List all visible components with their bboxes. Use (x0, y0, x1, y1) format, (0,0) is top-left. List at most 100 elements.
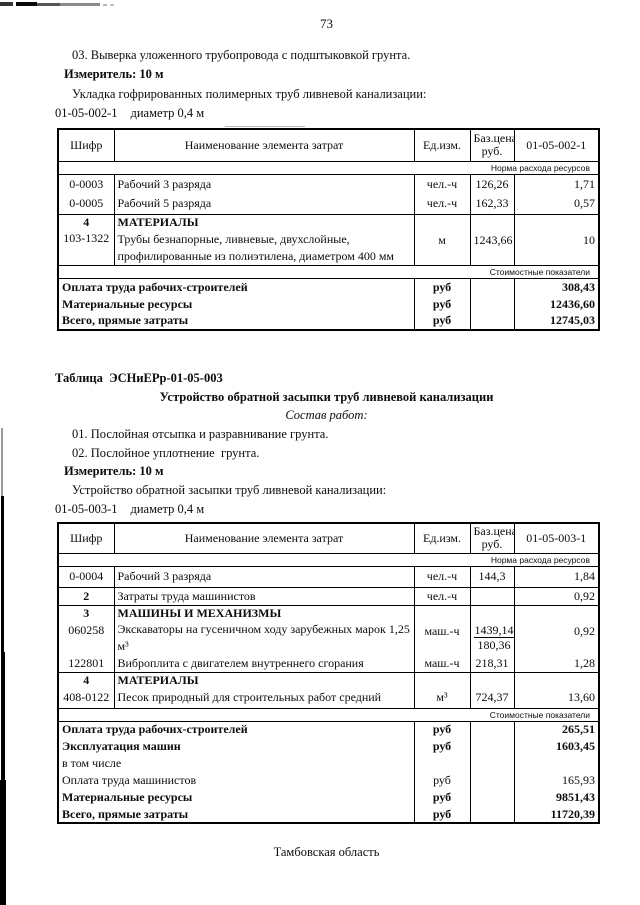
cell-name: Рабочий 3 разряда (113, 566, 414, 587)
cell-group-name: МАТЕРИАЛЫ (113, 214, 414, 231)
cost-row: Материальные ресурсы руб 9851,43 (58, 789, 599, 806)
cell-code: 2 (83, 588, 90, 603)
variant-code-1: 01-05-002-1 (55, 106, 118, 120)
cell-name: Затраты труда машинистов (113, 587, 414, 605)
table-label: Таблица ЭСНиЕРр-01-05-003 (55, 371, 223, 385)
cell-norm: 1,84 (513, 566, 599, 587)
cost-value: 1603,45 (513, 738, 599, 755)
cost-label: Оплата труда машинистов (62, 773, 197, 787)
machine-row-vibro: 122801 Виброплита с двигателем внутренне… (58, 655, 599, 673)
cell-price: 1243,66 (469, 231, 514, 266)
cost-unit: руб (413, 772, 470, 789)
variant-line-1: 01-05-002-1 диаметр 0,4 м (55, 106, 598, 120)
scan-artifact-top-1 (0, 2, 13, 6)
cell-code: 0-0005 (69, 196, 104, 211)
resource-row: 0-0005 Рабочий 5 разряда чел.-ч 162,33 0… (58, 194, 599, 214)
subheader-cost-row: Стоимостные показатели (58, 708, 599, 721)
header-cell-name: Наименование элемента затрат (113, 523, 414, 553)
cost-unit: руб (413, 738, 470, 755)
scan-artifact-top-2 (16, 2, 37, 6)
cost-row: Всего, прямые затраты руб 12745,03 (58, 312, 599, 330)
cell-group-code: 3 (83, 605, 90, 620)
cost-unit: руб (413, 295, 470, 313)
variant-desc-2: диаметр 0,4 м (130, 502, 205, 516)
cell-norm: 0,92 (513, 620, 599, 656)
measurer-label-1: Измеритель: 10 м (64, 67, 164, 81)
cell-price-fraction: 1439,14 180,36 (469, 620, 514, 656)
cell-unit: м (413, 231, 470, 266)
cost-value (513, 755, 599, 772)
cost-row: Всего, прямые затраты руб 11720,39 (58, 806, 599, 823)
cost-label: Материальные ресурсы (62, 296, 193, 311)
composition-label: Состав работ: (285, 408, 368, 422)
scan-artifact-top-6 (110, 4, 114, 6)
section-title: Устройство обратной засыпки труб ливнево… (159, 390, 494, 404)
header-cell-norm-code: 01-05-003-1 (513, 523, 599, 553)
measurer-label-2: Измеритель: 10 м (64, 464, 164, 478)
cost-label: Всего, прямые затраты (62, 313, 189, 327)
scan-artifact-top-4 (60, 3, 100, 6)
region-footer: Тамбовская область (273, 845, 380, 859)
cell-code: 122801 (68, 656, 105, 671)
cell-norm: 10 (513, 231, 599, 266)
cell-norm: 1,28 (513, 655, 599, 673)
cell-norm: 1,71 (513, 174, 599, 194)
cell-name: Виброплита с двигателем внутреннего сгор… (113, 655, 414, 673)
resource-row-machinists: 2 Затраты труда машинистов чел.-ч 0,92 (58, 587, 599, 605)
cell-unit: чел.-ч (413, 194, 470, 214)
cost-label: Оплата труда рабочих-строителей (62, 722, 248, 737)
price-fraction: 1439,14 180,36 (473, 622, 514, 652)
header-cell-price: Баз.цена руб. (469, 523, 514, 553)
group-row-materials: 4 МАТЕРИАЛЫ (58, 214, 599, 231)
cost-unit: руб (413, 789, 470, 806)
cell-norm: 0,92 (513, 587, 599, 605)
variant-line-2: 01-05-003-1 диаметр 0,4 м (55, 502, 598, 516)
cell-norm: 13,60 (513, 688, 599, 708)
cell-price (469, 587, 514, 605)
subheader-norm: Норма расхода ресурсов (490, 554, 590, 565)
cost-label: Всего, прямые затраты (62, 806, 189, 821)
cell-code: 0-0004 (69, 569, 104, 583)
machine-row-excavator: 060258 Экскаваторы на гусеничном ходу за… (58, 620, 599, 656)
table-header-row: Шифр Наименование элемента затрат Ед.изм… (58, 129, 599, 161)
cost-label: в том числе (62, 756, 122, 770)
work-title-2: Устройство обратной засыпки труб ливнево… (72, 483, 387, 497)
cell-price: 218,31 (469, 655, 514, 673)
cell-name: Рабочий 5 разряда (113, 194, 414, 214)
scan-artifact-left-3 (1, 652, 5, 782)
header-cell-code: Шифр (70, 530, 103, 545)
cost-row: Оплата труда рабочих-строителей руб 265,… (58, 721, 599, 738)
scan-artifact-line (225, 126, 305, 127)
cost-unit: руб (413, 278, 470, 296)
cell-code: 0-0003 (69, 176, 104, 191)
cost-row: Оплата труда машинистов руб 165,93 (58, 772, 599, 789)
cell-unit: чел.-ч (413, 587, 470, 605)
cell-price: 162,33 (469, 194, 514, 214)
cell-unit: м³ (413, 688, 470, 708)
cell-unit: маш.-ч (413, 655, 470, 673)
cost-value: 12436,60 (513, 295, 599, 313)
cost-row: Эксплуатация машин руб 1603,45 (58, 738, 599, 755)
variant-desc-1: диаметр 0,4 м (130, 106, 205, 120)
cell-code: 408-0122 (63, 690, 110, 705)
variant-code-2: 01-05-003-1 (55, 502, 118, 516)
cost-value: 11720,39 (513, 806, 599, 823)
cell-code: 103-1322 (63, 231, 110, 245)
cell-unit: чел.-ч (413, 566, 470, 587)
header-cell-unit: Ед.изм. (413, 129, 470, 161)
cost-value: 9851,43 (513, 789, 599, 806)
cost-value: 308,43 (513, 278, 599, 296)
header-cell-unit: Ед.изм. (413, 523, 470, 553)
cell-unit: маш.-ч (413, 620, 470, 656)
resource-row: 0-0004 Рабочий 3 разряда чел.-ч 144,3 1,… (58, 566, 599, 587)
work-title-1: Укладка гофрированных полимерных труб ли… (72, 87, 427, 101)
scan-artifact-top-5 (103, 4, 107, 6)
table-header-row: Шифр Наименование элемента затрат Ед.изм… (58, 523, 599, 553)
material-row: 103-1322 Трубы безнапорные, ливневые, дв… (58, 231, 599, 266)
group-row-machines: 3 МАШИНЫ И МЕХАНИЗМЫ (58, 605, 599, 621)
cell-price: 724,37 (469, 688, 514, 708)
cost-row: в том числе (58, 755, 599, 772)
cost-label: Материальные ресурсы (62, 790, 193, 804)
cost-value: 265,51 (513, 721, 599, 738)
cost-unit (413, 755, 470, 772)
